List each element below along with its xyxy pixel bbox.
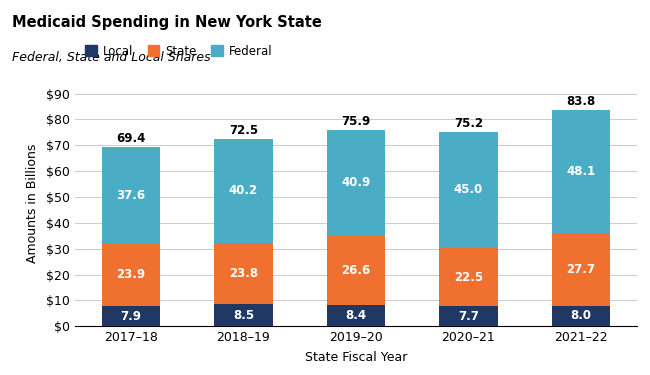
Text: 8.4: 8.4 — [345, 309, 367, 322]
Text: 8.5: 8.5 — [233, 309, 254, 322]
Text: 23.9: 23.9 — [116, 268, 146, 281]
Bar — [102, 306, 160, 326]
Bar — [439, 132, 497, 248]
Bar — [102, 147, 160, 244]
Bar — [552, 110, 610, 234]
Text: 83.8: 83.8 — [566, 95, 595, 108]
X-axis label: State Fiscal Year: State Fiscal Year — [305, 351, 407, 364]
Text: Federal, State and Local Shares: Federal, State and Local Shares — [12, 51, 211, 64]
Text: 48.1: 48.1 — [566, 165, 595, 178]
Text: 7.9: 7.9 — [120, 309, 142, 322]
Text: 69.4: 69.4 — [116, 132, 146, 145]
Text: 27.7: 27.7 — [566, 263, 595, 276]
Bar — [439, 248, 497, 306]
Text: 45.0: 45.0 — [454, 183, 483, 196]
Legend: Local, State, Federal: Local, State, Federal — [81, 40, 277, 62]
Bar — [214, 304, 272, 326]
Y-axis label: Amounts in Billions: Amounts in Billions — [26, 144, 39, 263]
Text: 7.7: 7.7 — [458, 310, 479, 323]
Bar — [327, 130, 385, 236]
Bar — [327, 236, 385, 304]
Bar — [552, 234, 610, 306]
Bar — [439, 306, 497, 326]
Bar — [102, 244, 160, 306]
Text: 40.9: 40.9 — [341, 176, 370, 189]
Text: 37.6: 37.6 — [116, 189, 146, 202]
Text: Medicaid Spending in New York State: Medicaid Spending in New York State — [12, 15, 322, 30]
Bar — [552, 306, 610, 326]
Text: 75.9: 75.9 — [341, 115, 370, 128]
Text: 75.2: 75.2 — [454, 117, 483, 130]
Text: 23.8: 23.8 — [229, 267, 258, 280]
Text: 40.2: 40.2 — [229, 184, 258, 197]
Text: 8.0: 8.0 — [570, 309, 592, 322]
Text: 22.5: 22.5 — [454, 271, 483, 284]
Bar — [214, 243, 272, 304]
Bar — [214, 139, 272, 243]
Text: 26.6: 26.6 — [341, 264, 370, 277]
Bar — [327, 304, 385, 326]
Text: 72.5: 72.5 — [229, 124, 258, 137]
